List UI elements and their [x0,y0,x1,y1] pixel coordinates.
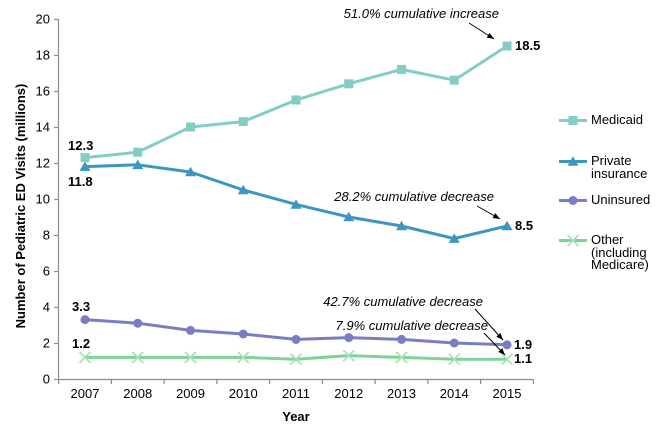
data-label-medicaid-last: 18.5 [515,38,540,53]
legend-item-medicaid: Medicaid [558,112,655,127]
x-tick-label: 2007 [71,386,100,401]
y-tick-label: 14 [36,120,50,135]
annotation-2-text: 28.2% cumulative decrease [333,189,494,204]
annotation-3-text: 42.7% cumulative decrease [323,294,483,309]
y-tick-label: 18 [36,48,50,63]
private-insurance-legend-marker-icon [559,156,587,166]
y-tick-label: 0 [43,372,50,387]
legend-label-private-insurance: Private insurance [591,153,648,181]
series-private-insurance [79,159,513,243]
legend-label-uninsured: Uninsured [591,192,651,207]
y-tick-label: 16 [36,84,50,99]
x-tick-label: 2008 [123,386,152,401]
x-tick-label: 2011 [282,386,310,401]
uninsured-legend-marker-icon [559,196,587,205]
data-label-other-last: 1.1 [514,351,532,366]
medicaid-legend-marker-icon [559,116,587,125]
legend-item-other: Other (including Medicare) [558,232,655,272]
data-label-medicaid-first: 12.3 [68,138,93,153]
y-tick-label: 12 [36,156,50,171]
data-label-private-insurance-first: 11.8 [68,174,93,189]
y-tick-label: 10 [36,192,50,207]
legend-label-other: Other (including Medicare) [591,232,649,272]
annotation-3-arrow [474,308,504,341]
annotation-4-arrow [483,332,506,356]
legend-item-uninsured: Uninsured [558,192,655,207]
data-label-private-insurance-last: 8.5 [515,218,533,233]
x-tick-label: 2013 [387,386,416,401]
annotation-4-text: 7.9% cumulative decrease [336,318,488,333]
data-label-uninsured-first: 3.3 [72,299,90,314]
x-tick-label: 2009 [176,386,205,401]
axes: 0 2 4 6 8 10 12 14 16 18 20 2007 2008 2009 2010 2011 201… [36,12,534,401]
x-tick-label: 2015 [493,386,522,401]
x-axis-title: Year [282,409,310,424]
x-tick-label: 2010 [229,386,258,401]
x-tick-label: 2012 [334,386,363,401]
y-tick-label: 8 [43,228,50,243]
data-label-other-first: 1.2 [72,336,90,351]
chart-legend: Medicaid Private insurance Uninsured Oth… [558,0,659,433]
y-tick-label: 4 [43,300,50,315]
series-other [78,349,514,366]
legend-item-private-insurance: Private insurance [558,153,655,181]
x-tick-label: 2014 [440,386,469,401]
y-tick-label: 2 [43,336,50,351]
series-medicaid [80,41,512,163]
annotation-1-arrow [468,22,495,40]
annotation-1-text: 51.0% cumulative increase [344,6,499,21]
annotation-2-arrow [476,205,501,220]
y-tick-label: 20 [36,12,50,27]
legend-label-medicaid: Medicaid [591,112,644,127]
series-uninsured [80,315,512,350]
y-axis-title: Number of Pediatric ED Visits (millions) [13,83,28,329]
other-legend-marker-icon [559,234,587,247]
y-tick-label: 6 [43,264,50,279]
data-label-uninsured-last: 1.9 [514,337,532,352]
